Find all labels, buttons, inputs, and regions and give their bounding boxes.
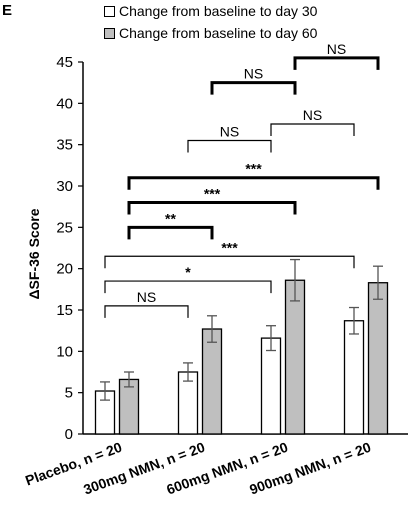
y-tick-label: 45	[56, 54, 73, 71]
y-tick-label: 5	[65, 385, 73, 402]
significance-label: NS	[327, 41, 346, 57]
y-tick-label: 40	[56, 95, 73, 112]
y-tick-label: 0	[65, 426, 73, 443]
y-tick-label: 20	[56, 261, 73, 278]
significance-bracket	[293, 56, 380, 70]
y-tick-label: 25	[56, 219, 73, 236]
bar-day60	[118, 378, 140, 435]
bar-day30	[260, 337, 282, 435]
significance-label: NS	[220, 124, 239, 140]
significance-label: *	[185, 264, 191, 280]
panel-letter: E	[2, 2, 13, 19]
legend-item-day30: Change from baseline to day 30	[104, 0, 317, 22]
significance-bracket	[127, 225, 214, 240]
bar-day30	[94, 390, 116, 435]
significance-bracket	[127, 176, 380, 190]
y-tick-label: 35	[56, 137, 73, 154]
significance-label: ***	[204, 186, 221, 202]
x-category-label: 900mg NMN, n = 20	[247, 439, 373, 498]
significance-bracket	[187, 139, 272, 153]
significance-bracket	[127, 201, 297, 215]
bar-day30	[343, 320, 365, 435]
significance-label: **	[165, 210, 176, 226]
significance-label: NS	[303, 107, 322, 123]
significance-bracket	[104, 280, 272, 294]
significance-bracket	[270, 123, 355, 136]
y-tick-label: 15	[56, 302, 73, 319]
significance-label: NS	[137, 289, 156, 305]
legend: Change from baseline to day 30 Change fr…	[104, 0, 317, 44]
bar-day30	[177, 371, 199, 435]
legend-swatch-day30	[104, 5, 115, 17]
legend-label-day60: Change from baseline to day 60	[119, 25, 318, 41]
x-category-label: 300mg NMN, n = 20	[81, 439, 207, 498]
legend-swatch-day60	[104, 27, 115, 39]
x-category-label: Placebo, n = 20	[23, 439, 124, 489]
bar-day60	[367, 282, 389, 435]
y-tick-label: 30	[56, 178, 73, 195]
y-axis-title: ΔSF-36 Score	[26, 208, 42, 299]
significance-bracket	[104, 255, 355, 269]
significance-label: ***	[245, 161, 262, 177]
significance-bracket	[210, 81, 297, 95]
x-category-label: 600mg NMN, n = 20	[164, 439, 290, 498]
legend-item-day60: Change from baseline to day 60	[104, 22, 317, 44]
legend-label-day30: Change from baseline to day 30	[119, 3, 318, 19]
y-tick-label: 10	[56, 343, 73, 360]
significance-bracket	[104, 305, 189, 318]
bar-day60	[201, 328, 223, 435]
significance-label: NS	[244, 66, 263, 82]
significance-label: ***	[221, 239, 238, 255]
bar-day60	[284, 279, 306, 435]
